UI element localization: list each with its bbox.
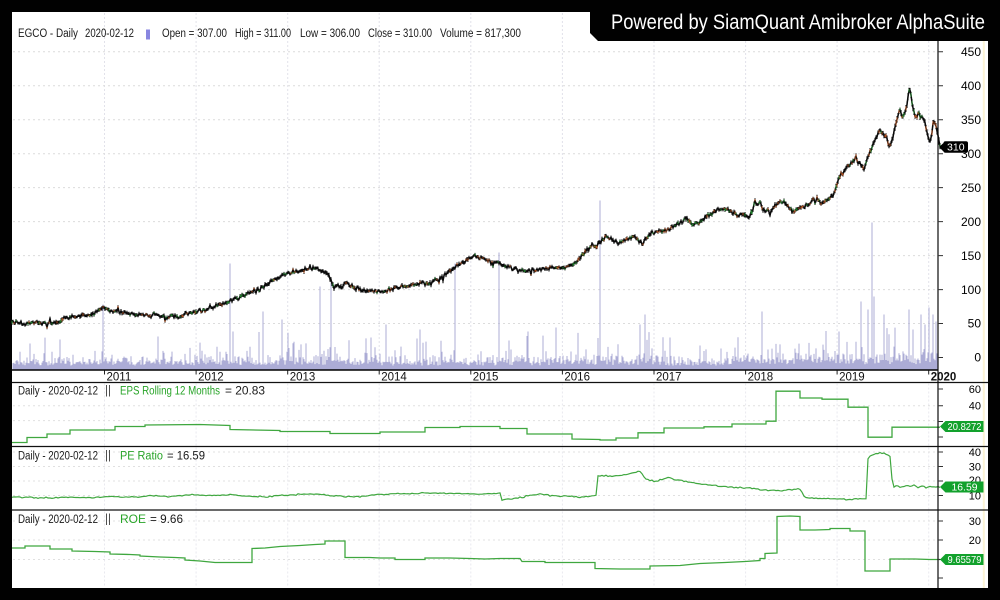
svg-text:150: 150 [961, 249, 981, 263]
svg-text:Volume = 817,300: Volume = 817,300 [440, 28, 521, 40]
svg-text:40: 40 [969, 447, 981, 459]
svg-text:450: 450 [961, 45, 981, 59]
svg-text:||: || [105, 514, 111, 526]
svg-text:2012: 2012 [198, 372, 224, 384]
svg-text:250: 250 [961, 181, 981, 195]
svg-text:40: 40 [969, 401, 981, 413]
svg-text:2017: 2017 [656, 372, 682, 384]
svg-text:Daily - 2020-02-12: Daily - 2020-02-12 [18, 451, 98, 463]
svg-text:2016: 2016 [564, 372, 590, 384]
svg-text:10: 10 [969, 491, 981, 503]
svg-text:EPS Rolling 12 Months: EPS Rolling 12 Months [120, 386, 220, 398]
svg-text:EGCO - Daily: EGCO - Daily [18, 28, 78, 40]
svg-text:0: 0 [974, 351, 981, 365]
svg-text:ROE: ROE [120, 514, 146, 526]
svg-text:2011: 2011 [107, 372, 132, 384]
svg-text:2020: 2020 [931, 372, 957, 384]
svg-text:Open = 307.00: Open = 307.00 [162, 28, 227, 40]
svg-text:= 9.66: = 9.66 [150, 514, 183, 526]
svg-text:100: 100 [961, 283, 981, 297]
svg-text:400: 400 [961, 79, 981, 93]
svg-text:High = 311.00: High = 311.00 [235, 28, 291, 40]
svg-text:||: || [105, 385, 111, 397]
svg-text:30: 30 [969, 462, 981, 474]
svg-text:2013: 2013 [290, 372, 316, 384]
svg-text:= 20.83: = 20.83 [225, 386, 265, 398]
svg-text:310: 310 [947, 142, 965, 154]
svg-text:350: 350 [961, 113, 981, 127]
svg-text:2020-02-12: 2020-02-12 [85, 28, 134, 40]
svg-text:Close = 310.00: Close = 310.00 [368, 28, 432, 40]
svg-text:2015: 2015 [473, 372, 499, 384]
svg-text:20: 20 [969, 535, 981, 547]
svg-text:PE Ratio: PE Ratio [120, 451, 163, 463]
svg-text:2018: 2018 [748, 372, 774, 384]
svg-text:Powered by SiamQuant Amibroker: Powered by SiamQuant Amibroker AlphaSuit… [611, 10, 985, 34]
svg-text:50: 50 [968, 317, 982, 331]
svg-text:60: 60 [969, 384, 981, 396]
svg-text:Daily - 2020-02-12: Daily - 2020-02-12 [18, 386, 98, 398]
svg-text:30: 30 [969, 516, 981, 528]
svg-text:20.8272: 20.8272 [948, 421, 982, 433]
svg-text:9.65579: 9.65579 [948, 554, 982, 566]
svg-text:2019: 2019 [839, 372, 865, 384]
svg-text:Low = 306.00: Low = 306.00 [300, 28, 360, 40]
svg-text:Daily - 2020-02-12: Daily - 2020-02-12 [18, 514, 98, 526]
svg-text:16.59: 16.59 [952, 482, 978, 494]
svg-text:||: || [105, 450, 111, 462]
svg-text:200: 200 [961, 215, 981, 229]
svg-text:= 16.59: = 16.59 [167, 451, 205, 463]
svg-text:2014: 2014 [381, 372, 407, 384]
